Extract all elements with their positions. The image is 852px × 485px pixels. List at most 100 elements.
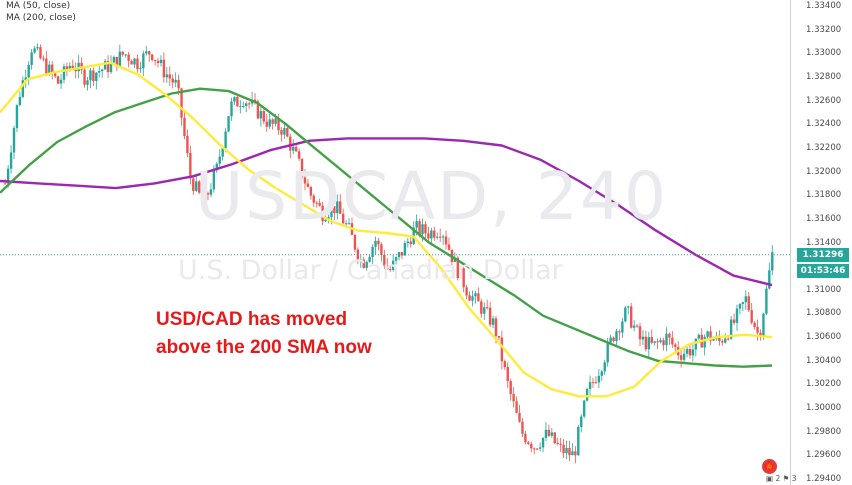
candle-body [100,69,104,72]
candle-body [403,242,407,256]
canada-flag-icon[interactable]: 🍁 [762,459,777,474]
candle-body [6,168,10,184]
candle-body [321,205,324,222]
candle-body [488,307,492,325]
candle-body [230,101,233,117]
candle-body [509,381,512,394]
candle-body [9,152,13,169]
price-tick: 1.32200 [806,142,842,153]
candle-body [750,310,753,323]
candle-body [274,118,277,124]
candle-body [359,259,363,261]
ma200-line[interactable] [0,87,773,368]
candle-body [300,158,304,178]
price-tick: 1.31400 [806,237,842,248]
candle-body [48,64,51,74]
candle-body [59,79,63,84]
candle-body [556,442,559,444]
candle-body [685,349,689,354]
candle-body [15,105,19,129]
events-indicator[interactable]: ▣ 2 ⚑ 3 [766,474,797,483]
candle-body [433,230,436,238]
price-tick: 1.31800 [806,190,842,201]
candle-body [568,447,571,456]
candle-body [759,332,762,337]
price-plot[interactable] [0,0,790,485]
candle-body [206,193,210,195]
candle-body [268,119,271,127]
candle-body [86,80,89,85]
annotation-text: USD/CAD has moved above the 200 SMA now [156,306,372,362]
candle-body [45,58,48,74]
candle-body [515,401,518,413]
candle-body [471,296,474,301]
events-count-b: 3 [791,474,797,483]
candle-body [383,254,386,266]
candle-body [389,269,392,271]
candle-body [92,70,95,82]
candle-body [353,235,357,250]
candle-body [544,429,548,438]
candle-body [427,233,430,239]
price-tick: 1.30800 [806,308,842,319]
candle-body [732,319,736,323]
candle-body [585,388,589,401]
candle-body [362,259,365,268]
candle-body [744,296,748,303]
candle-body [336,201,339,214]
candle-body [588,382,592,389]
candle-body [80,62,83,70]
candle-body [130,60,133,65]
candle-body [212,170,216,190]
price-tick: 1.32000 [806,166,842,177]
candle-body [292,146,295,151]
candle-body [436,236,439,238]
candle-body [286,128,289,137]
candle-body [406,241,410,243]
candle-body [409,241,412,245]
candle-body [441,236,445,238]
ma50-line[interactable] [0,61,773,398]
price-tick: 1.30400 [806,355,842,366]
price-tick: 1.32800 [806,71,842,82]
candle-body [400,252,404,256]
candle-body [465,287,468,296]
candle-body [729,319,733,339]
candle-body [247,103,251,105]
candle-body [148,51,151,55]
candle-body [741,302,745,304]
candle-body [553,432,556,443]
candle-body [580,416,583,427]
candle-body [186,136,189,154]
candle-body [721,341,724,343]
candle-body [591,382,595,384]
candle-body [98,71,101,73]
candle-body [368,257,371,262]
price-tick: 1.32600 [806,95,842,106]
ma200-legend[interactable]: MA (200, close) [6,13,76,23]
candle-body [283,128,286,135]
candle-body [444,236,448,245]
candle-body [521,421,524,434]
candle-body [12,128,16,153]
ma50-legend[interactable]: MA (50, close) [6,1,71,11]
candle-body [56,76,60,84]
candle-body [753,322,756,327]
candle-body [624,307,627,322]
candle-body [577,426,580,456]
candle-body [324,219,327,222]
price-axis[interactable]: 1.33400 1.33200 1.33000 1.32800 1.32600 1.324… [790,0,852,485]
candle-body [538,447,542,449]
candlestick-series [4,43,774,464]
candle-body [4,183,7,185]
candle-body [27,64,30,78]
candle-body [209,189,213,195]
price-tick: 1.30200 [806,379,842,390]
candle-body [303,177,307,184]
ma-purple-line[interactable] [0,137,773,287]
candle-body [456,257,459,279]
candle-body [665,333,668,346]
candle-body [500,337,504,362]
candle-body [339,201,342,214]
